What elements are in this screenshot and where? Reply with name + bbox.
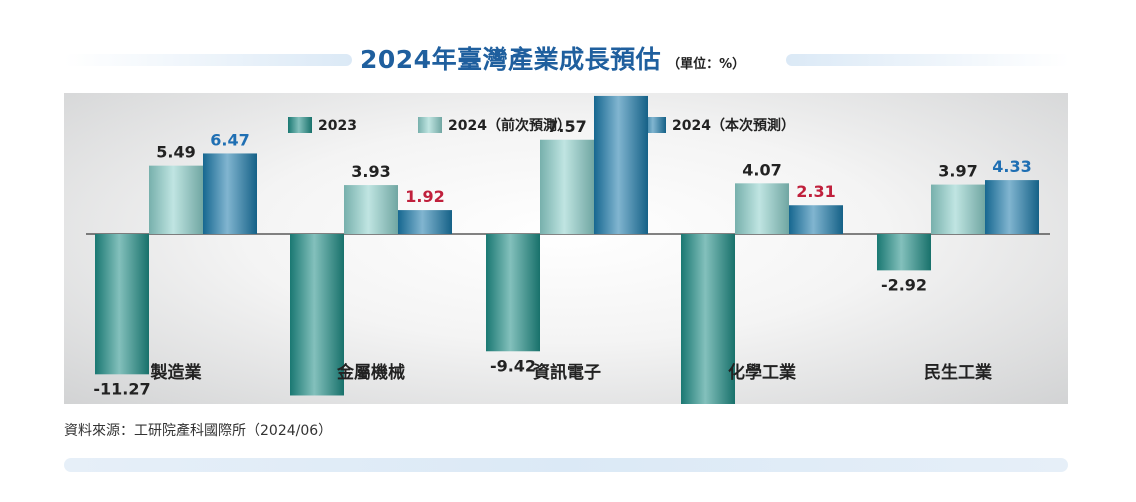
bars-group <box>86 95 1050 404</box>
data-label-2023-5: -2.92 <box>881 275 927 294</box>
legend-label-2023: 2023 <box>318 118 357 134</box>
bar-2023-1 <box>95 234 149 375</box>
chart-title: 2024年臺灣產業成長預估 （單位：%） <box>360 40 780 76</box>
bar-2024-now-2 <box>398 210 452 234</box>
title-decor-left <box>64 54 352 66</box>
bar-2023-5 <box>877 234 931 271</box>
data-label-2023-2: -12.97 <box>288 400 345 404</box>
data-label-2024-prev-1: 5.49 <box>156 143 195 162</box>
data-label-2024-prev-4: 4.07 <box>742 160 781 179</box>
chart-title-area: 2024年臺灣產業成長預估 （單位：%） <box>0 38 1136 82</box>
category-label-2: 金屬機械 <box>336 362 405 383</box>
legend-label-2024-now: 2024（本次預測） <box>672 117 795 134</box>
legend-swatch-2023 <box>288 117 312 133</box>
bar-2023-2 <box>290 234 344 396</box>
legend: 2023 2024（前次預測） 2024（本次預測） <box>288 117 795 134</box>
bottom-decor-band <box>64 458 1068 472</box>
bar-2023-4 <box>681 234 735 404</box>
legend-swatch-2024-prev <box>418 117 442 133</box>
data-label-2024-prev-3: 7.57 <box>547 117 586 136</box>
data-label-2024-prev-2: 3.93 <box>351 162 390 181</box>
data-label-2024-prev-5: 3.97 <box>938 162 977 181</box>
legend-label-2024-prev: 2024（前次預測） <box>448 117 571 134</box>
bar-2024-now-4 <box>789 205 843 234</box>
bar-2024-prev-4 <box>735 183 789 234</box>
bar-2024-now-3 <box>594 95 648 234</box>
data-label-2024-now-5: 4.33 <box>992 157 1031 176</box>
bar-2024-now-1 <box>203 153 257 234</box>
chart-title-main: 2024年臺灣產業成長預估 <box>360 45 662 74</box>
bar-2024-now-5 <box>985 180 1039 234</box>
data-label-2024-now-4: 2.31 <box>796 182 835 201</box>
bar-chart: 2023 2024（前次預測） 2024（本次預測） -11.27 5.49 6.47 -… <box>86 95 1050 404</box>
data-label-2024-now-2: 1.92 <box>405 187 444 206</box>
bar-2024-prev-5 <box>931 184 985 234</box>
data-label-2023-3: -9.42 <box>490 356 536 375</box>
chart-panel: 2023 2024（前次預測） 2024（本次預測） -11.27 5.49 6.47 -… <box>64 93 1068 404</box>
category-label-5: 民生工業 <box>924 362 992 383</box>
chart-title-unit: （單位：%） <box>667 57 746 72</box>
data-label-2024-now-1: 6.47 <box>210 130 249 149</box>
category-label-1: 製造業 <box>150 362 202 383</box>
category-label-3: 資訊電子 <box>533 362 601 383</box>
title-decor-right <box>786 54 1070 66</box>
bar-2024-prev-2 <box>344 185 398 234</box>
bar-2024-prev-3 <box>540 139 594 234</box>
category-labels-group: 製造業 金屬機械 資訊電子 化學工業 民生工業 <box>150 362 993 383</box>
data-label-2023-1: -11.27 <box>93 379 150 398</box>
bar-2024-prev-1 <box>149 165 203 234</box>
data-labels-group: -11.275.496.47-12.973.931.92-9.427.5711.… <box>93 117 1031 404</box>
category-label-4: 化學工業 <box>728 362 796 383</box>
bar-2023-3 <box>486 234 540 352</box>
source-note: 資料來源：工研院產科國際所（2024/06） <box>64 423 333 439</box>
